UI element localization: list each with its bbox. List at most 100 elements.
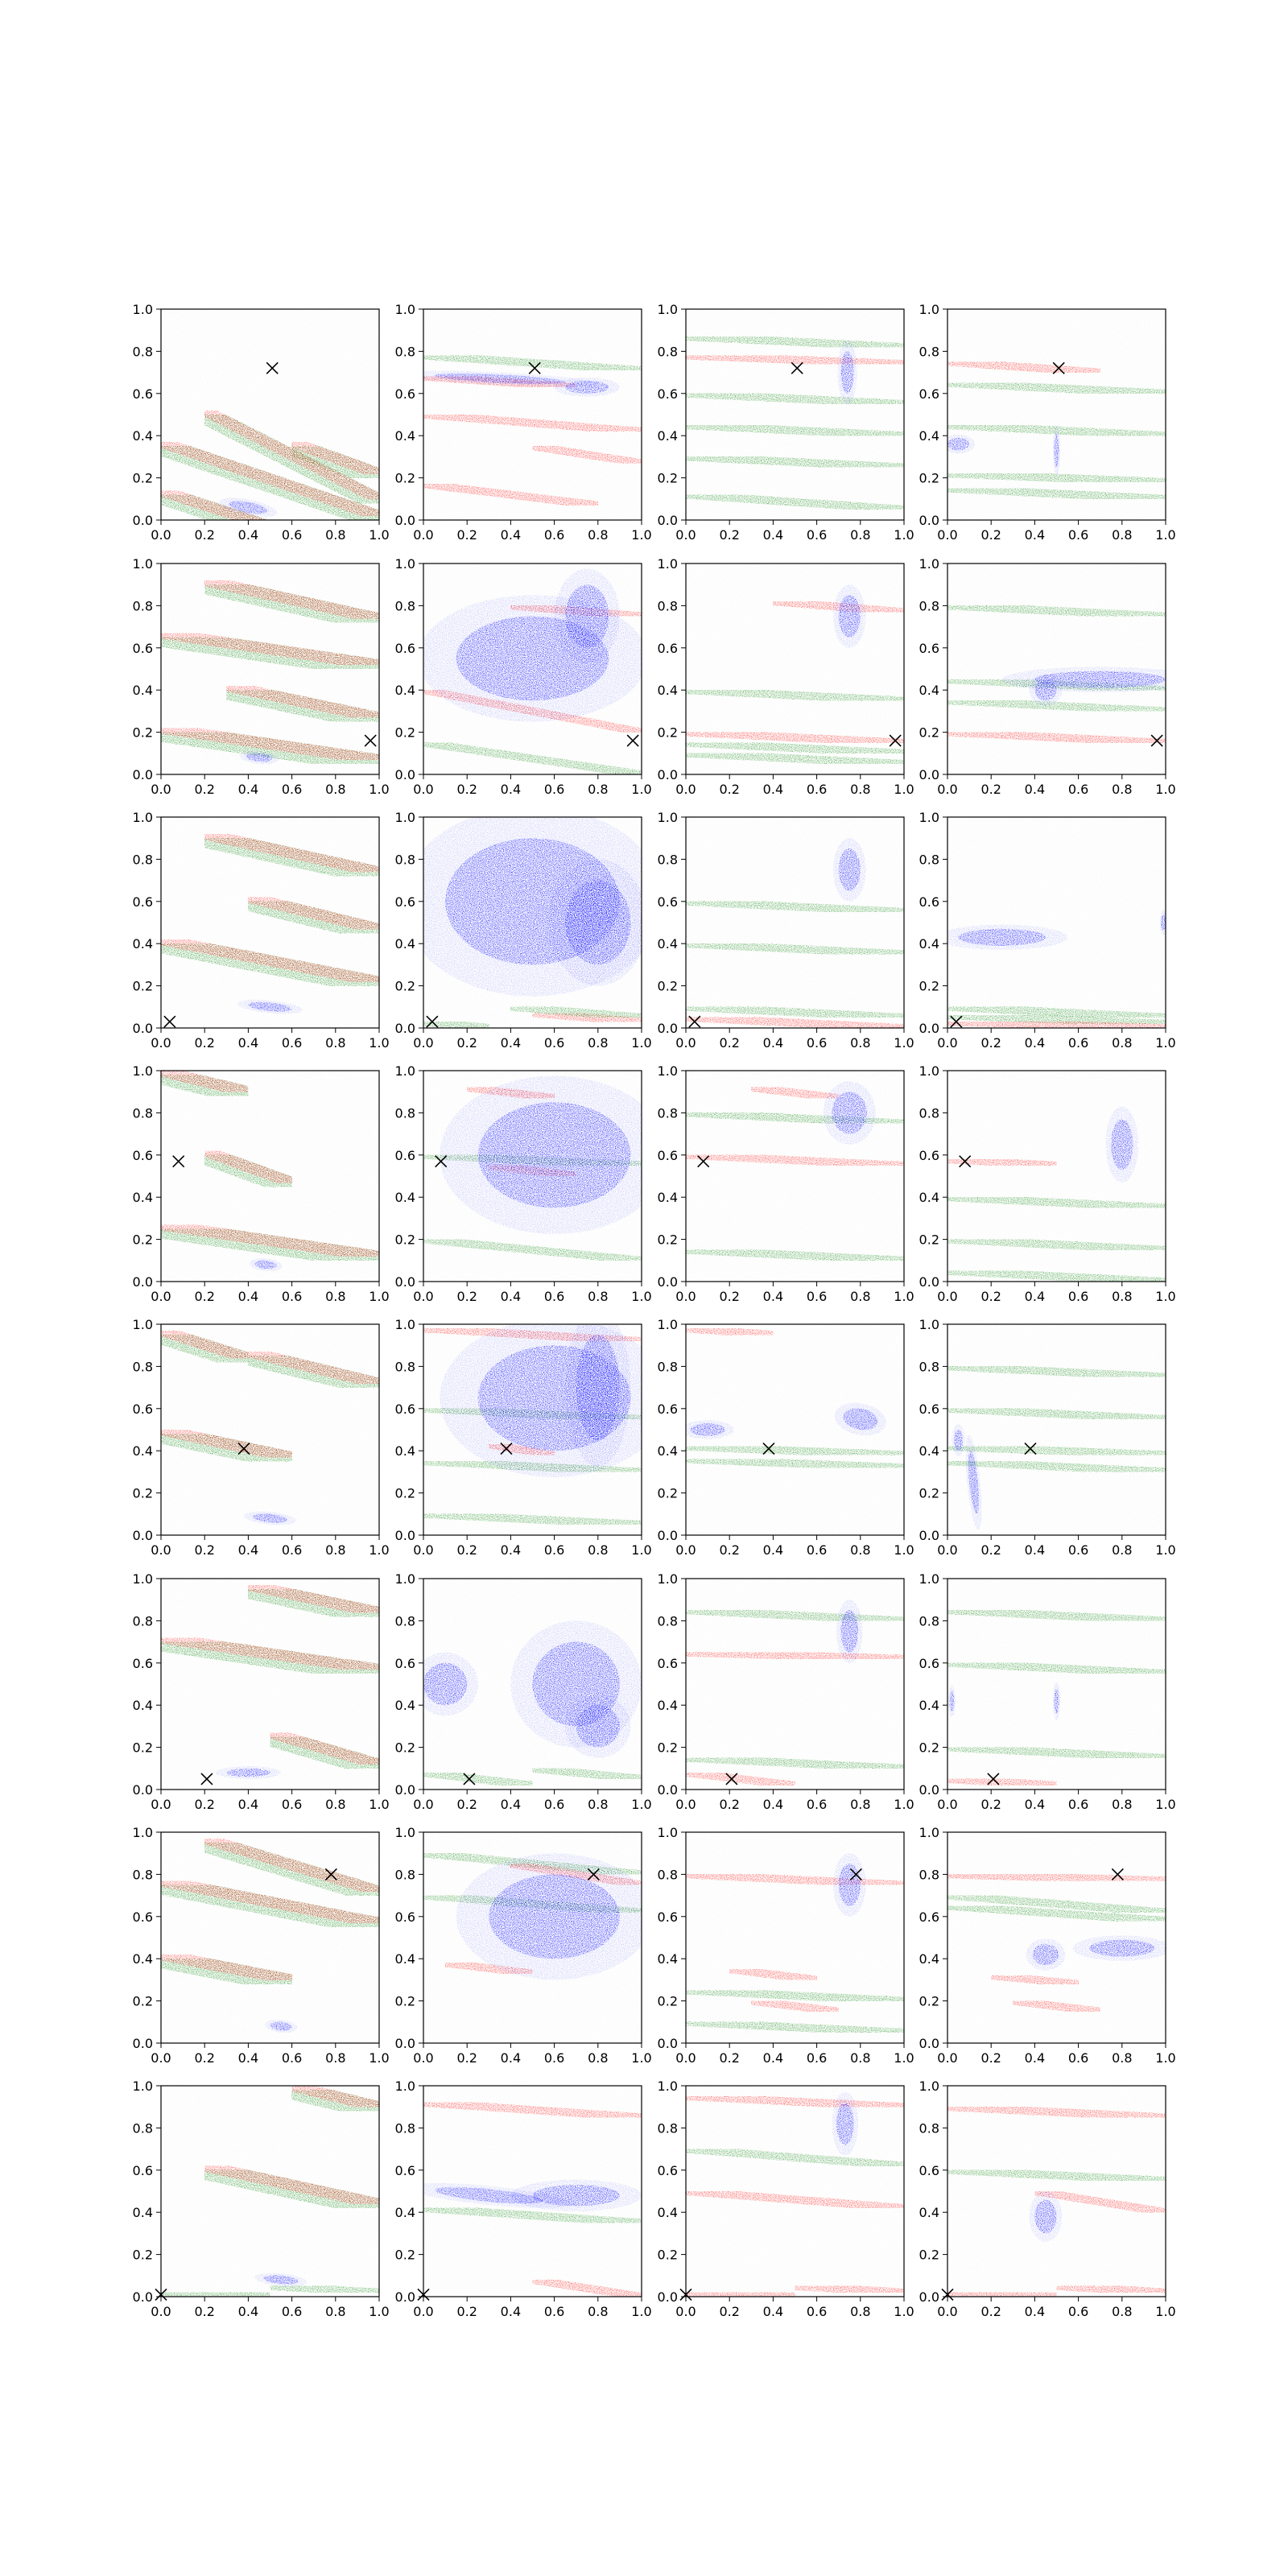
x-tick-label: 0.8 <box>325 2050 345 2066</box>
x-tick-label: 0.2 <box>980 2304 1001 2319</box>
x-tick-label: 0.8 <box>588 527 608 543</box>
x-tick-label: 0.2 <box>456 1542 477 1558</box>
x-tick-label: 0.0 <box>937 1797 957 1812</box>
point-cluster <box>690 1423 725 1436</box>
x-tick-label: 0.2 <box>194 2050 214 2066</box>
x-tick-label: 1.0 <box>631 1542 651 1558</box>
y-tick-label: 0.4 <box>919 1443 939 1459</box>
point-band <box>686 421 904 440</box>
y-tick-label: 0.8 <box>658 1359 678 1374</box>
x-tick-label: 1.0 <box>894 1035 914 1051</box>
point-band <box>161 1949 298 1986</box>
y-tick-label: 0.2 <box>658 1486 678 1501</box>
point-cluster <box>270 2021 292 2031</box>
point-cluster <box>565 381 609 394</box>
x-tick-label: 0.6 <box>544 1797 564 1812</box>
axes-frame <box>423 2085 642 2297</box>
point-band <box>686 2145 904 2170</box>
y-tick-label: 0.8 <box>133 2120 153 2136</box>
x-tick-label: 0.4 <box>763 2304 783 2319</box>
y-tick-label: 1.0 <box>133 556 153 572</box>
background-scatter <box>947 1324 1166 1535</box>
point-band <box>686 728 904 747</box>
x-tick-label: 0.8 <box>850 1289 870 1304</box>
y-tick-label: 0.6 <box>919 386 939 402</box>
y-tick-label: 0.2 <box>919 471 939 486</box>
x-tick-label: 0.8 <box>1112 1542 1132 1558</box>
axes-frame <box>947 1578 1166 1790</box>
axes-frame <box>685 2085 905 2297</box>
x-tick-label: 0.2 <box>194 782 214 797</box>
y-tick-label: 0.6 <box>133 1148 153 1163</box>
y-tick-label: 0.4 <box>919 2205 939 2220</box>
x-marker <box>987 1773 1000 1785</box>
y-tick-label: 1.0 <box>658 302 678 317</box>
point-band <box>686 1324 778 1340</box>
y-tick-label: 0.6 <box>919 2163 939 2178</box>
point-band <box>686 351 904 369</box>
x-tick-label: 0.8 <box>1112 2304 1132 2319</box>
point-band <box>747 1083 843 1103</box>
point-band <box>161 627 379 671</box>
x-tick-label: 1.0 <box>1155 1035 1175 1051</box>
y-tick-label: 0.6 <box>395 1656 415 1671</box>
scatter-panel: 0.00.0 0.2 0.2 0.4 0.4 0.6 0.6 0.8 0.8 1.0 1.0 <box>919 1571 1176 1812</box>
point-band <box>286 2086 379 2113</box>
x-tick-label: 0.8 <box>1112 1797 1132 1812</box>
point-band <box>686 2017 904 2037</box>
x-tick-label: 0.6 <box>282 1797 302 1812</box>
point-band <box>747 1996 843 2016</box>
x-marker <box>959 1155 972 1168</box>
x-tick-label: 1.0 <box>894 2304 914 2319</box>
x-tick-label: 0.2 <box>456 2304 477 2319</box>
x-tick-label: 0.8 <box>850 2050 870 2066</box>
axes-frame <box>685 308 905 521</box>
point-cluster <box>836 2102 854 2145</box>
x-tick-label: 0.0 <box>151 2050 171 2066</box>
scatter-panel: 0.00.0 0.2 0.2 0.4 0.4 0.6 0.6 0.8 0.8 1.0 1.0 <box>395 556 652 797</box>
x-tick-label: 0.0 <box>151 1035 171 1051</box>
x-tick-label: 0.0 <box>413 1542 433 1558</box>
y-tick-label: 0.4 <box>395 683 415 698</box>
x-marker <box>1150 734 1163 747</box>
x-tick-label: 0.8 <box>588 1035 608 1051</box>
x-tick-label: 0.6 <box>1068 1289 1088 1304</box>
x-tick-label: 1.0 <box>1155 782 1175 797</box>
y-tick-label: 0.8 <box>919 598 939 613</box>
y-tick-label: 0.6 <box>133 386 153 402</box>
axes-frame <box>947 816 1166 1029</box>
y-tick-label: 0.4 <box>919 1190 939 1205</box>
point-cluster <box>248 1001 292 1012</box>
y-tick-label: 0.8 <box>919 1613 939 1629</box>
x-marker <box>237 1443 250 1455</box>
point-band <box>423 2203 642 2227</box>
x-tick-label: 0.4 <box>763 1797 783 1812</box>
point-band <box>161 1632 379 1675</box>
x-tick-label: 0.8 <box>588 2050 608 2066</box>
y-tick-label: 1.0 <box>919 556 939 572</box>
y-tick-label: 0.6 <box>133 1909 153 1925</box>
x-tick-label: 0.6 <box>544 1542 564 1558</box>
point-band <box>242 1346 379 1389</box>
y-tick-label: 1.0 <box>919 1063 939 1079</box>
point-band <box>686 749 904 768</box>
point-band <box>947 2103 1166 2122</box>
x-tick-label: 0.4 <box>501 782 521 797</box>
x-tick-label: 0.2 <box>719 2304 739 2319</box>
y-tick-label: 0.2 <box>658 725 678 741</box>
y-tick-label: 0.4 <box>395 2205 415 2220</box>
scatter-panel: 0.00.0 0.2 0.2 0.4 0.4 0.6 0.6 0.8 0.8 1.0 1.0 <box>395 302 652 543</box>
x-tick-label: 0.4 <box>1025 527 1045 543</box>
axes-frame <box>423 1578 642 1790</box>
y-tick-label: 0.4 <box>133 683 153 698</box>
point-band <box>947 1266 1166 1282</box>
x-tick-label: 0.4 <box>238 527 258 543</box>
axes-frame <box>947 1323 1166 1536</box>
y-tick-label: 0.2 <box>133 1994 153 2009</box>
y-tick-label: 0.4 <box>658 1443 678 1459</box>
y-tick-label: 0.0 <box>395 513 415 528</box>
y-tick-label: 1.0 <box>133 2079 153 2094</box>
x-tick-label: 0.8 <box>850 1035 870 1051</box>
point-band <box>423 738 642 774</box>
x-marker <box>889 734 902 747</box>
